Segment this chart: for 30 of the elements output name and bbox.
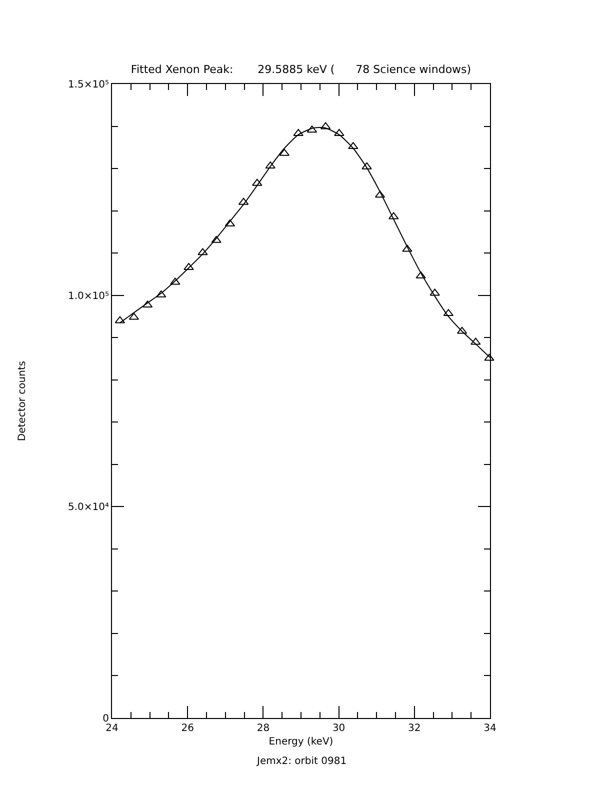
point: [293, 128, 304, 136]
point: [198, 248, 208, 256]
point: [470, 338, 481, 345]
point: [211, 236, 222, 243]
point: [348, 142, 358, 150]
point: [252, 178, 262, 186]
point: [430, 288, 440, 296]
text: Jemx2: orbit 0981: [256, 756, 347, 767]
point: [402, 244, 412, 252]
x-tick-label: 28: [256, 723, 270, 734]
point: [334, 128, 344, 136]
x-tick-label: 32: [408, 723, 421, 734]
x-tick-label: 26: [181, 723, 194, 734]
y-tick-label: 1.0×10⁵: [68, 290, 109, 302]
point: [170, 278, 180, 285]
y-tick-label: 0: [102, 714, 109, 724]
x-tick-label: 30: [332, 723, 346, 734]
chart-title: Fitted Xenon Peak: 29.5885 keV ( 78 Science windows): [130, 63, 472, 76]
x-tick-label: 24: [106, 723, 118, 734]
y-tick-label: 1.5×10⁵: [68, 80, 109, 90]
point: [156, 290, 166, 298]
point: [279, 148, 290, 156]
point: [484, 354, 494, 361]
y-tick-label: 5.0×10⁴: [68, 502, 109, 514]
y-axis-title: Detector counts: [16, 360, 28, 442]
x-axis-title: Energy (keV): [268, 736, 334, 748]
point: [416, 271, 426, 278]
point: [184, 262, 194, 270]
point: [362, 162, 372, 170]
x-tick-label: 34: [484, 723, 496, 734]
